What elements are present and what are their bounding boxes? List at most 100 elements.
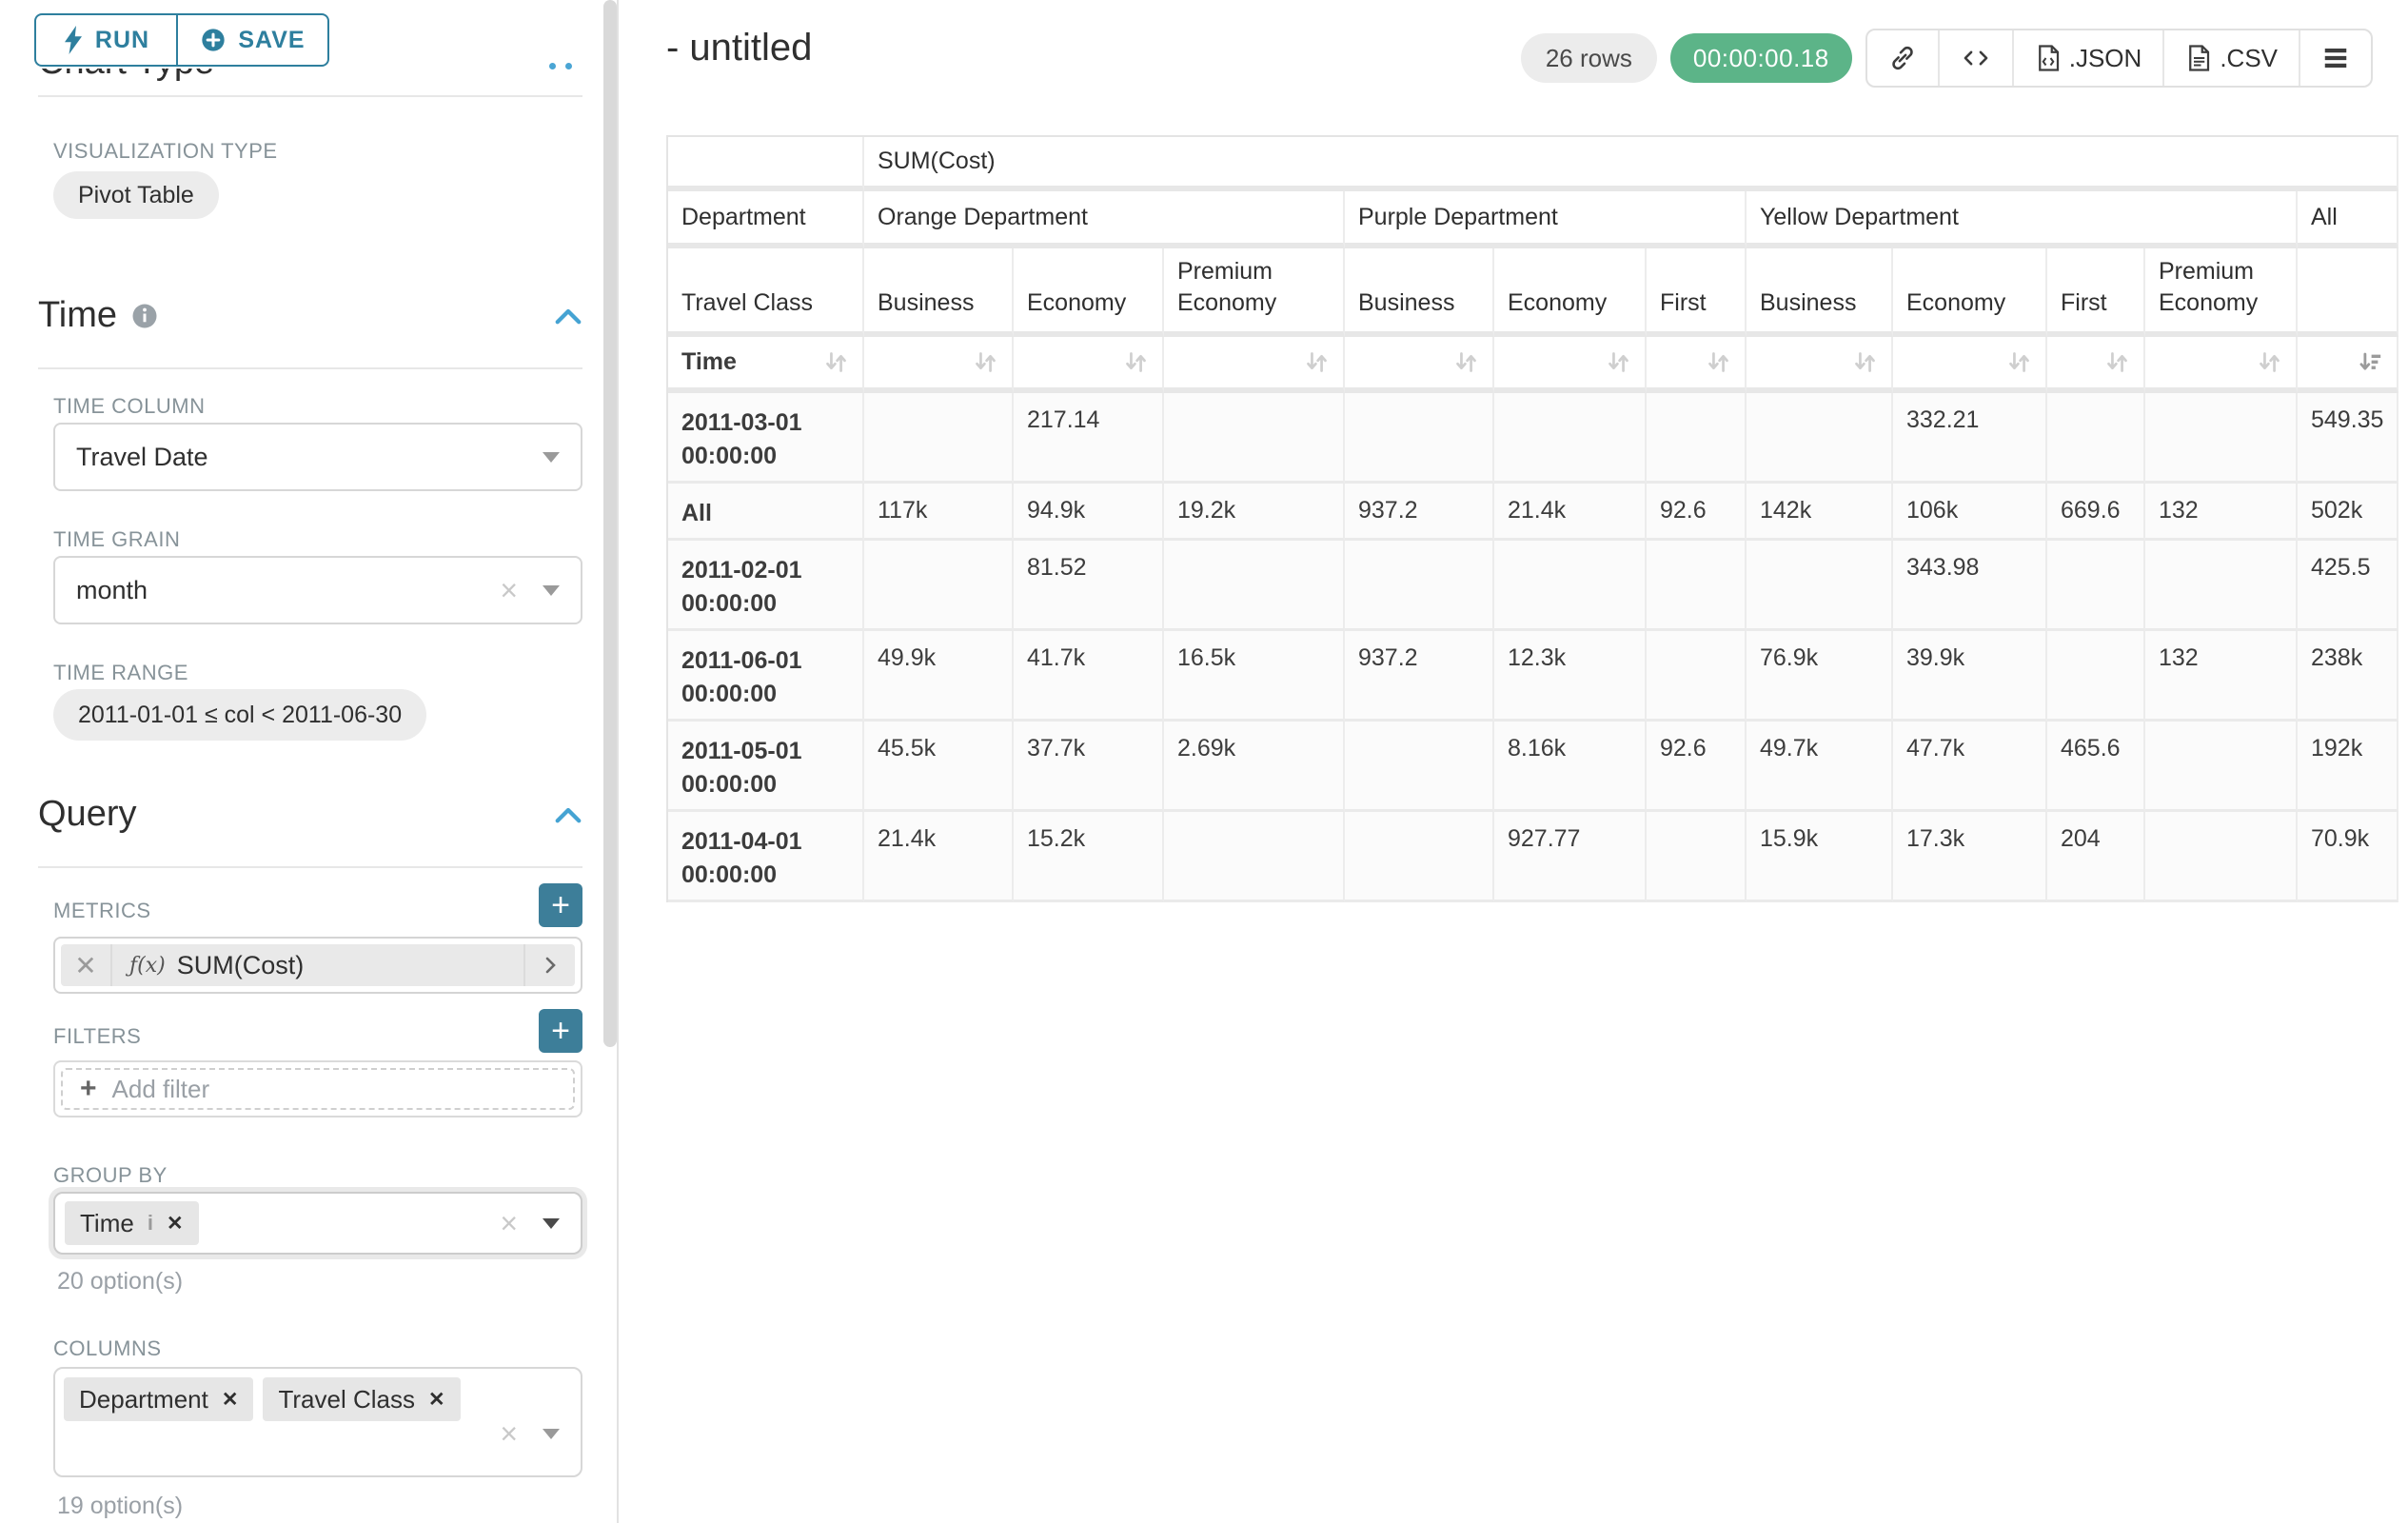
group-by-select[interactable]: Time i ✕ × bbox=[53, 1192, 582, 1255]
sort-icon bbox=[1609, 352, 1628, 372]
more-menu-button[interactable] bbox=[2299, 30, 2371, 86]
sort-toggle-cell[interactable] bbox=[1647, 337, 1747, 393]
time-column-value: Travel Date bbox=[76, 442, 208, 471]
add-filter-plus-button[interactable]: + bbox=[539, 1009, 582, 1053]
pivot-value-cell: 332.21 bbox=[1893, 393, 2047, 484]
pivot-value-cell: 927.77 bbox=[1494, 812, 1647, 902]
pivot-value-cell: 204 bbox=[2047, 812, 2145, 902]
pivot-row-label: 2011-04-01 00:00:00 bbox=[668, 812, 864, 902]
sort-toggle-cell[interactable] bbox=[1747, 337, 1893, 393]
clear-icon[interactable]: × bbox=[500, 1416, 518, 1451]
export-json-label: .JSON bbox=[2068, 43, 2142, 72]
time-heading-label: Time bbox=[38, 295, 118, 335]
export-json-button[interactable]: .JSON bbox=[2011, 30, 2163, 86]
tag-label: Travel Class bbox=[278, 1384, 415, 1414]
pivot-group-header: All bbox=[2298, 191, 2399, 248]
pivot-value-cell bbox=[1164, 393, 1345, 484]
run-button-label: RUN bbox=[94, 26, 150, 53]
time-column-select[interactable]: Travel Date bbox=[53, 423, 582, 491]
pivot-value-cell: 12.3k bbox=[1494, 631, 1647, 722]
pivot-subcol-dimension-label: Travel Class bbox=[668, 248, 864, 337]
pivot-value-cell: 81.52 bbox=[1014, 541, 1164, 631]
remove-tag-icon[interactable]: ✕ bbox=[166, 1212, 184, 1235]
sort-toggle-cell[interactable] bbox=[1164, 337, 1345, 393]
pivot-value-cell: 549.35 bbox=[2298, 393, 2399, 484]
clear-icon[interactable]: × bbox=[500, 1206, 518, 1240]
pivot-value-cell: 132 bbox=[2145, 631, 2298, 722]
pivot-value-cell: 21.4k bbox=[1494, 484, 1647, 541]
pivot-row-label: 2011-05-01 00:00:00 bbox=[668, 722, 864, 812]
time-grain-label: TIME GRAIN bbox=[53, 527, 181, 551]
add-metric-button[interactable]: + bbox=[539, 883, 582, 927]
columns-select-icons: × bbox=[500, 1418, 581, 1449]
chevron-down-icon bbox=[543, 584, 560, 596]
remove-tag-icon[interactable]: ✕ bbox=[427, 1388, 445, 1411]
pivot-value-cell: 21.4k bbox=[864, 812, 1014, 902]
copy-link-button[interactable] bbox=[1867, 30, 1938, 86]
embed-code-button[interactable] bbox=[1937, 30, 2012, 86]
sort-toggle-cell[interactable] bbox=[1893, 337, 2047, 393]
pivot-row-label: 2011-02-01 00:00:00 bbox=[668, 541, 864, 631]
sidebar-scrollbar[interactable] bbox=[603, 0, 617, 1047]
metric-item[interactable]: ✕ ƒ(x) SUM(Cost) bbox=[53, 937, 582, 994]
pivot-value-cell: 15.9k bbox=[1747, 812, 1893, 902]
metrics-label: METRICS bbox=[53, 899, 151, 922]
time-range-pill[interactable]: 2011-01-01 ≤ col < 2011-06-30 bbox=[53, 689, 427, 741]
pivot-value-cell bbox=[1494, 393, 1647, 484]
pivot-column-header: Economy bbox=[1893, 248, 2047, 337]
sort-toggle-cell[interactable] bbox=[1494, 337, 1647, 393]
pivot-value-cell: 70.9k bbox=[2298, 812, 2399, 902]
run-button[interactable]: RUN bbox=[34, 13, 177, 67]
pivot-value-cell bbox=[1494, 541, 1647, 631]
pivot-value-cell bbox=[1647, 812, 1747, 902]
pivot-value-cell: 15.2k bbox=[1014, 812, 1164, 902]
page-title[interactable]: - untitled bbox=[666, 27, 813, 69]
sort-toggle-cell[interactable] bbox=[1014, 337, 1164, 393]
chevron-down-icon bbox=[543, 1428, 560, 1439]
pivot-value-cell bbox=[864, 541, 1014, 631]
time-grain-select[interactable]: month × bbox=[53, 556, 582, 624]
action-buttons: RUN SAVE bbox=[34, 13, 329, 67]
sort-toggle-cell[interactable] bbox=[2047, 337, 2145, 393]
sort-toggle-cell[interactable] bbox=[2298, 337, 2399, 393]
section-divider bbox=[38, 95, 582, 97]
sort-toggle-cell[interactable] bbox=[1345, 337, 1494, 393]
pivot-value-cell: 39.9k bbox=[1893, 631, 2047, 722]
sort-toggle-cell[interactable] bbox=[864, 337, 1014, 393]
sort-icon bbox=[2009, 352, 2029, 372]
save-button[interactable]: SAVE bbox=[177, 13, 329, 67]
viz-type-label: VISUALIZATION TYPE bbox=[53, 139, 278, 163]
pivot-value-cell: 142k bbox=[1747, 484, 1893, 541]
pivot-value-cell: 49.9k bbox=[864, 631, 1014, 722]
pivot-col-dimension-label: Department bbox=[668, 191, 864, 248]
metric-expand-icon[interactable] bbox=[523, 944, 575, 986]
remove-metric-icon[interactable]: ✕ bbox=[61, 944, 112, 986]
sort-toggle-cell[interactable] bbox=[2145, 337, 2298, 393]
control-panel: Chart Type RUN SAVE VISUALIZATION TYPE P… bbox=[0, 0, 619, 1523]
pivot-value-cell bbox=[864, 393, 1014, 484]
pivot-value-cell bbox=[1647, 541, 1747, 631]
pivot-metric-header: SUM(Cost) bbox=[864, 137, 2399, 191]
viz-type-pill[interactable]: Pivot Table bbox=[53, 171, 219, 219]
clear-icon[interactable]: × bbox=[500, 573, 518, 607]
pivot-value-cell: 37.7k bbox=[1014, 722, 1164, 812]
chevron-down-icon bbox=[543, 1217, 560, 1229]
pivot-value-cell bbox=[1345, 812, 1494, 902]
add-filter-dropzone[interactable]: + Add filter bbox=[61, 1068, 575, 1110]
pivot-value-cell bbox=[2047, 631, 2145, 722]
export-csv-label: .CSV bbox=[2220, 43, 2278, 72]
chart-type-chevron-fragment bbox=[565, 63, 572, 69]
remove-tag-icon[interactable]: ✕ bbox=[221, 1388, 239, 1411]
columns-select[interactable]: Department ✕ Travel Class ✕ × bbox=[53, 1367, 582, 1477]
collapse-chevron-icon[interactable] bbox=[554, 805, 582, 824]
row-count-badge: 26 rows bbox=[1520, 33, 1657, 83]
export-csv-button[interactable]: .CSV bbox=[2162, 30, 2299, 86]
columns-label: COLUMNS bbox=[53, 1336, 162, 1360]
plus-icon: + bbox=[80, 1073, 97, 1104]
time-range-label: TIME RANGE bbox=[53, 661, 188, 684]
collapse-chevron-icon[interactable] bbox=[554, 307, 582, 326]
pivot-value-cell: 669.6 bbox=[2047, 484, 2145, 541]
pivot-column-header: Premium Economy bbox=[2145, 248, 2298, 337]
pivot-value-cell bbox=[1345, 722, 1494, 812]
